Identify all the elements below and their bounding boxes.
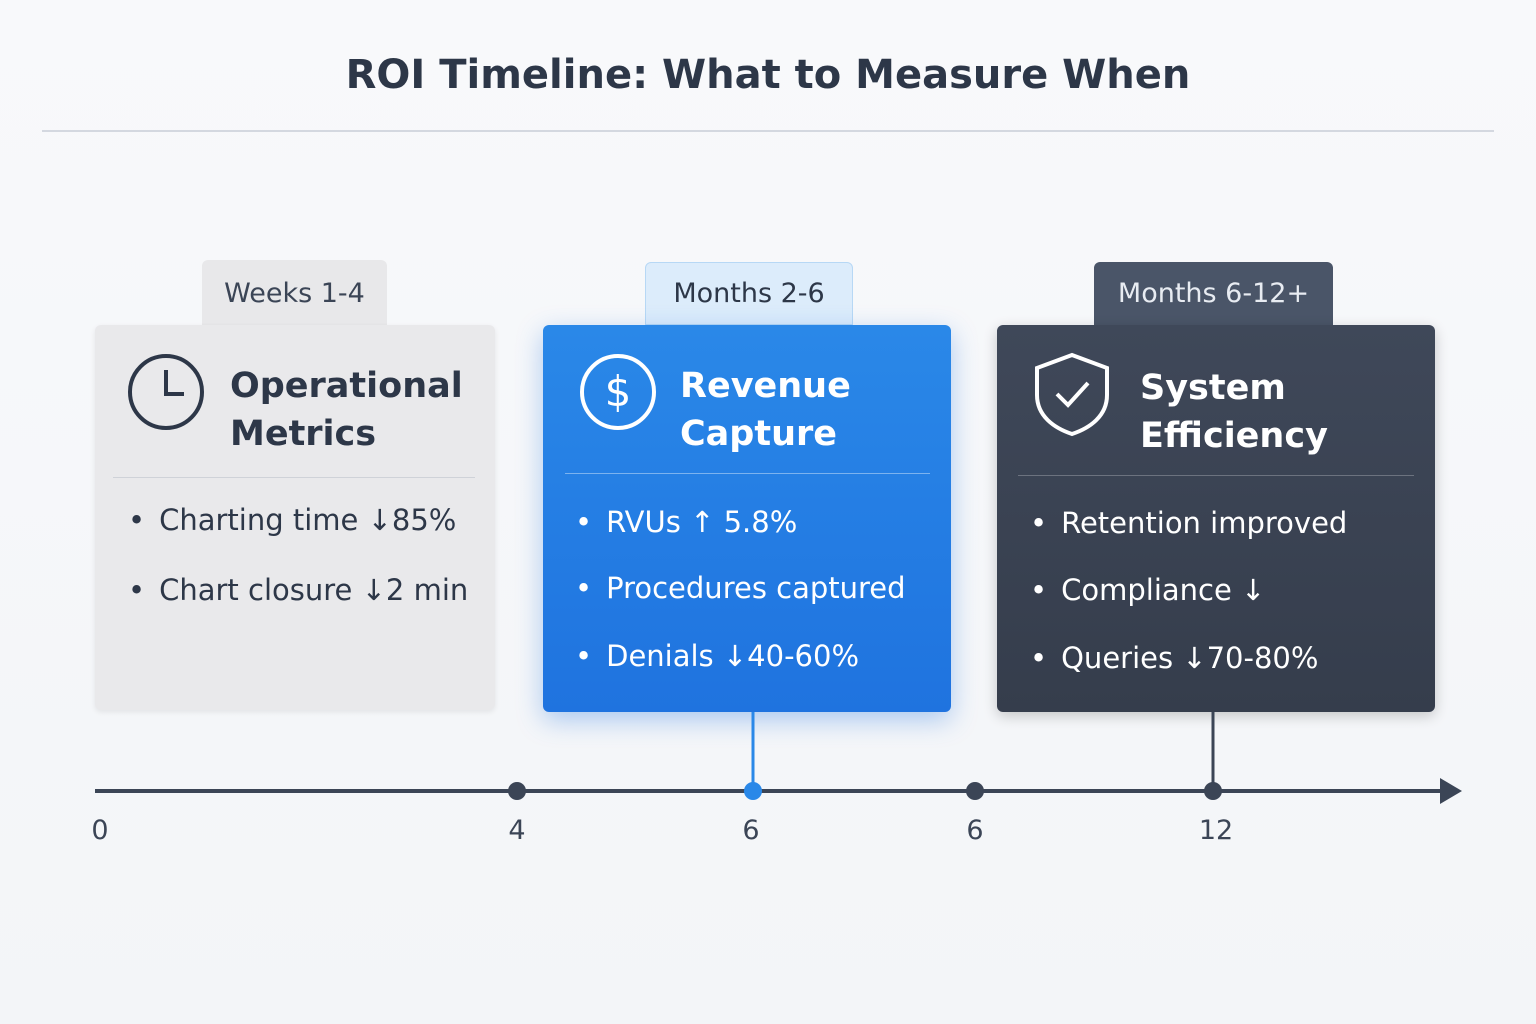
timeline-dot (744, 782, 762, 800)
phase-heading: Revenue Capture (680, 366, 851, 454)
timeline-label: 0 (91, 815, 109, 846)
title: ROI Timeline: What to Measure When (345, 52, 1191, 98)
phase-heading: Operational Metrics (230, 366, 463, 454)
phase-item: Queries ↓70-80% (1030, 641, 1318, 675)
timeline-label: 12 (1198, 815, 1234, 846)
timeline-dot (1204, 782, 1222, 800)
phase-item: Retention improved (1030, 506, 1347, 540)
dollar-icon: $ (580, 354, 656, 430)
phase-item: Chart closure ↓2 min (128, 573, 468, 607)
timeline-dot (966, 782, 984, 800)
divider (565, 473, 930, 474)
divider (1018, 475, 1414, 476)
timeline-label: 4 (508, 815, 526, 846)
phase-item: Compliance ↓ (1030, 573, 1265, 607)
timeline-label: 6 (966, 815, 984, 846)
phase-item: Charting time ↓85% (128, 503, 456, 537)
phase-item: Denials ↓40-60% (575, 639, 859, 673)
timeline-label: 6 (742, 815, 760, 846)
phase-tab: Weeks 1-4 (202, 260, 387, 326)
phase-item: Procedures captured (575, 571, 905, 605)
divider (113, 477, 475, 478)
phase-item: RVUs ↑ 5.8% (575, 505, 797, 539)
axis-arrow (1440, 778, 1462, 804)
clock-icon (128, 354, 204, 430)
title-rule (42, 130, 1494, 132)
phase-heading: System Efficiency (1140, 368, 1328, 456)
timeline (95, 712, 1462, 804)
timeline-dot (508, 782, 526, 800)
phase-tab: Months 2-6 (645, 262, 853, 325)
svg-text:$: $ (605, 367, 632, 416)
shield-icon (1035, 352, 1109, 437)
phase-tab: Months 6-12+ (1094, 262, 1333, 325)
